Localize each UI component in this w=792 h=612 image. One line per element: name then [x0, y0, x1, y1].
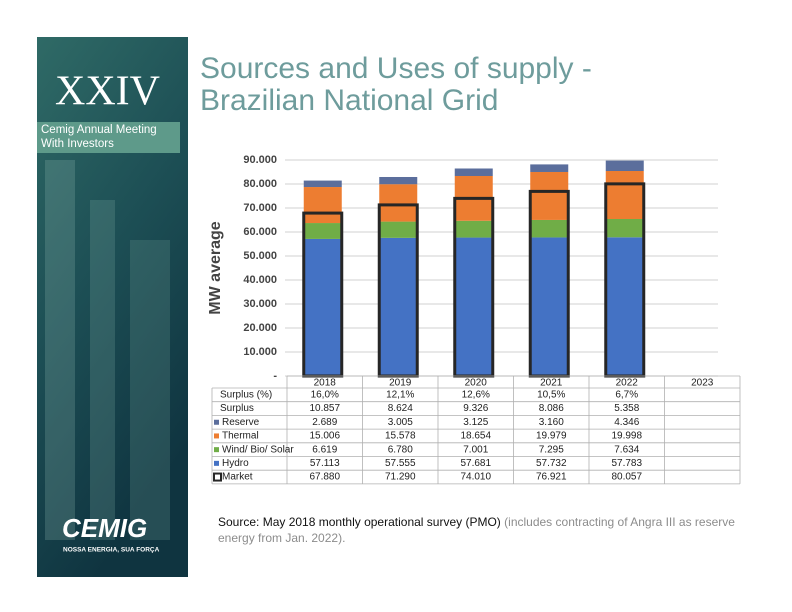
bar-segment — [605, 237, 644, 376]
table-cell: 15.006 — [309, 431, 340, 442]
legend-marker — [214, 433, 219, 439]
bar-segment — [303, 223, 342, 239]
meeting-box — [37, 122, 180, 153]
row-label: Reserve — [222, 417, 260, 428]
bar-segment — [379, 176, 418, 185]
bar-segment — [454, 168, 493, 176]
x-tick-label: 2023 — [691, 378, 714, 389]
legend-marker — [214, 447, 219, 453]
table-cell: 57.681 — [460, 458, 491, 469]
logo-name: CEMIG — [62, 513, 147, 543]
row-label: Surplus — [220, 403, 254, 414]
table-cell: 7.634 — [614, 444, 639, 455]
bar-segment — [379, 237, 418, 376]
table-cell: 8.086 — [539, 403, 564, 414]
edition: XXIV — [55, 69, 160, 115]
x-tick-label: 2020 — [465, 378, 488, 389]
y-axis-label: MW average — [207, 221, 224, 314]
table-cell: 76.921 — [536, 472, 567, 483]
table-cell: 4.346 — [614, 417, 639, 428]
y-tick-label: 20.000 — [243, 322, 277, 334]
bar-segment — [379, 184, 418, 222]
y-tick-label: 40.000 — [243, 274, 277, 286]
table-cell: 9.326 — [463, 403, 488, 414]
source: Source: May 2018 monthly operational sur… — [218, 514, 738, 546]
legend-marker — [214, 460, 219, 466]
logo-tagline: NOSSA ENERGIA, SUA FORÇA — [63, 547, 160, 554]
table-cell: 57.732 — [536, 458, 567, 469]
table-cell: 7.001 — [463, 444, 488, 455]
table-cell: 10.857 — [309, 403, 340, 414]
table-cell: 57.783 — [611, 458, 642, 469]
table-cell: 74.010 — [460, 472, 491, 483]
y-tick-label: 30.000 — [243, 298, 277, 310]
panel-texture — [45, 160, 170, 540]
bar-segment — [530, 164, 569, 172]
y-tick-label: 80.000 — [243, 178, 277, 190]
bar-segment — [303, 187, 342, 224]
legend-marker — [214, 419, 219, 425]
table-cell: 8.624 — [388, 403, 413, 414]
bar-segment — [454, 237, 493, 376]
row-label: Hydro — [222, 458, 249, 469]
row-label: Thermal — [222, 431, 259, 442]
table-cell: 5.358 — [614, 403, 639, 414]
bar-segment — [530, 171, 569, 220]
bar-segment — [454, 220, 493, 238]
meeting-line: With Investors — [41, 138, 114, 150]
table-cell: 2.689 — [312, 417, 337, 428]
table-cell: 19.979 — [536, 431, 567, 442]
table-cell: 3.125 — [463, 417, 488, 428]
table-cell: 19.998 — [611, 431, 642, 442]
row-label: Market — [222, 472, 253, 483]
table-cell: 6,7% — [615, 389, 638, 400]
y-tick-label: 70.000 — [243, 202, 277, 214]
y-tick-label: - — [273, 370, 277, 382]
row-label: Surplus (%) — [220, 389, 272, 400]
table-cell: 18.654 — [460, 431, 491, 442]
table-cell: 12,1% — [386, 389, 414, 400]
source-note: (includes contracting of Angra III as re… — [218, 515, 735, 545]
table-cell: 67.880 — [309, 472, 340, 483]
row-label: Wind/ Bio/ Solar — [222, 444, 294, 455]
table-cell: 71.290 — [385, 472, 416, 483]
x-tick-label: 2018 — [314, 378, 337, 389]
slide-title: Sources and Uses of supply - — [200, 52, 592, 85]
legend-marker — [213, 472, 222, 482]
table-cell: 6.780 — [388, 444, 413, 455]
bar-segment — [605, 160, 644, 172]
table-cell: 57.555 — [385, 458, 416, 469]
bar-segment — [530, 219, 569, 238]
bar-segment — [605, 171, 644, 219]
table-cell: 57.113 — [310, 458, 340, 469]
meeting-line: Cemig Annual Meeting — [41, 124, 157, 136]
table-cell: 16,0% — [311, 389, 339, 400]
table-cell: 3.160 — [539, 417, 564, 428]
x-tick-label: 2021 — [540, 378, 563, 389]
y-tick-label: 10.000 — [243, 346, 277, 358]
bar-segment — [303, 238, 342, 376]
table-cell: 3.005 — [388, 417, 413, 428]
bar-segment — [530, 237, 569, 376]
table-cell: 12,6% — [462, 389, 490, 400]
table-cell: 7.295 — [539, 444, 564, 455]
y-tick-label: 90.000 — [243, 154, 277, 166]
bar-segment — [303, 180, 342, 188]
slide-title: Brazilian National Grid — [200, 84, 498, 117]
source-text: May 2018 monthly operational survey (PMO… — [262, 515, 501, 529]
table-cell: 6.619 — [312, 444, 337, 455]
bar-segment — [379, 221, 418, 238]
source-label: Source: — [218, 515, 260, 529]
y-tick-label: 50.000 — [243, 250, 277, 262]
x-tick-label: 2019 — [389, 378, 412, 389]
table-cell: 15.578 — [385, 431, 416, 442]
y-tick-label: 60.000 — [243, 226, 277, 238]
table-cell: 10,5% — [537, 389, 565, 400]
bar-segment — [605, 218, 644, 238]
x-tick-label: 2022 — [616, 378, 639, 389]
table-cell: 80.057 — [611, 472, 642, 483]
